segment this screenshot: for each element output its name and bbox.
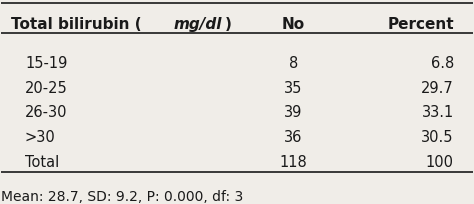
Text: ): ) bbox=[225, 17, 232, 32]
Text: 118: 118 bbox=[280, 155, 308, 170]
Text: 35: 35 bbox=[284, 81, 303, 96]
Text: 20-25: 20-25 bbox=[25, 81, 68, 96]
Text: No: No bbox=[282, 17, 305, 32]
Text: 15-19: 15-19 bbox=[25, 56, 67, 71]
Text: mg/dl: mg/dl bbox=[173, 17, 222, 32]
Text: 26-30: 26-30 bbox=[25, 105, 67, 120]
Text: Mean: 28.7, SD: 9.2, P: 0.000, df: 3: Mean: 28.7, SD: 9.2, P: 0.000, df: 3 bbox=[1, 190, 244, 204]
Text: Total bilirubin (: Total bilirubin ( bbox=[11, 17, 141, 32]
Text: 36: 36 bbox=[284, 130, 303, 145]
Text: Total: Total bbox=[25, 155, 59, 170]
Text: 100: 100 bbox=[426, 155, 454, 170]
Text: 33.1: 33.1 bbox=[421, 105, 454, 120]
Text: 8: 8 bbox=[289, 56, 298, 71]
Text: 39: 39 bbox=[284, 105, 303, 120]
Text: 29.7: 29.7 bbox=[421, 81, 454, 96]
Text: >30: >30 bbox=[25, 130, 56, 145]
Text: 30.5: 30.5 bbox=[421, 130, 454, 145]
Text: Percent: Percent bbox=[387, 17, 454, 32]
Text: 6.8: 6.8 bbox=[430, 56, 454, 71]
